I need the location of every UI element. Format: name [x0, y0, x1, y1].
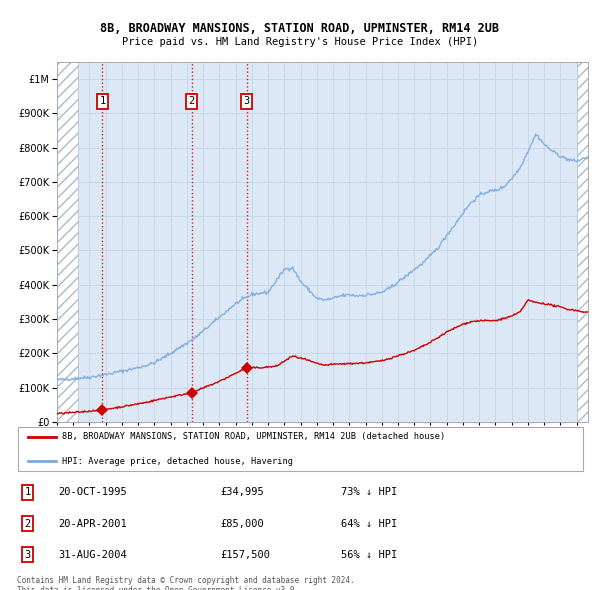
- Text: £157,500: £157,500: [221, 550, 271, 560]
- FancyBboxPatch shape: [18, 427, 583, 471]
- Text: 20-APR-2001: 20-APR-2001: [58, 519, 127, 529]
- Text: £85,000: £85,000: [221, 519, 265, 529]
- Polygon shape: [57, 62, 78, 422]
- Text: 64% ↓ HPI: 64% ↓ HPI: [341, 519, 397, 529]
- Text: Price paid vs. HM Land Registry's House Price Index (HPI): Price paid vs. HM Land Registry's House …: [122, 37, 478, 47]
- Text: 1: 1: [25, 487, 31, 497]
- Text: 56% ↓ HPI: 56% ↓ HPI: [341, 550, 397, 560]
- Text: 3: 3: [25, 550, 31, 560]
- Polygon shape: [577, 62, 588, 422]
- Text: 2: 2: [25, 519, 31, 529]
- Text: 3: 3: [244, 96, 250, 106]
- Text: 2: 2: [188, 96, 195, 106]
- Text: 1: 1: [100, 96, 106, 106]
- Text: HPI: Average price, detached house, Havering: HPI: Average price, detached house, Have…: [62, 457, 293, 466]
- Text: 8B, BROADWAY MANSIONS, STATION ROAD, UPMINSTER, RM14 2UB (detached house): 8B, BROADWAY MANSIONS, STATION ROAD, UPM…: [62, 432, 445, 441]
- Text: 31-AUG-2004: 31-AUG-2004: [58, 550, 127, 560]
- Text: Contains HM Land Registry data © Crown copyright and database right 2024.
This d: Contains HM Land Registry data © Crown c…: [17, 576, 355, 590]
- Text: 20-OCT-1995: 20-OCT-1995: [58, 487, 127, 497]
- Text: 73% ↓ HPI: 73% ↓ HPI: [341, 487, 397, 497]
- Text: £34,995: £34,995: [221, 487, 265, 497]
- Text: 8B, BROADWAY MANSIONS, STATION ROAD, UPMINSTER, RM14 2UB: 8B, BROADWAY MANSIONS, STATION ROAD, UPM…: [101, 22, 499, 35]
